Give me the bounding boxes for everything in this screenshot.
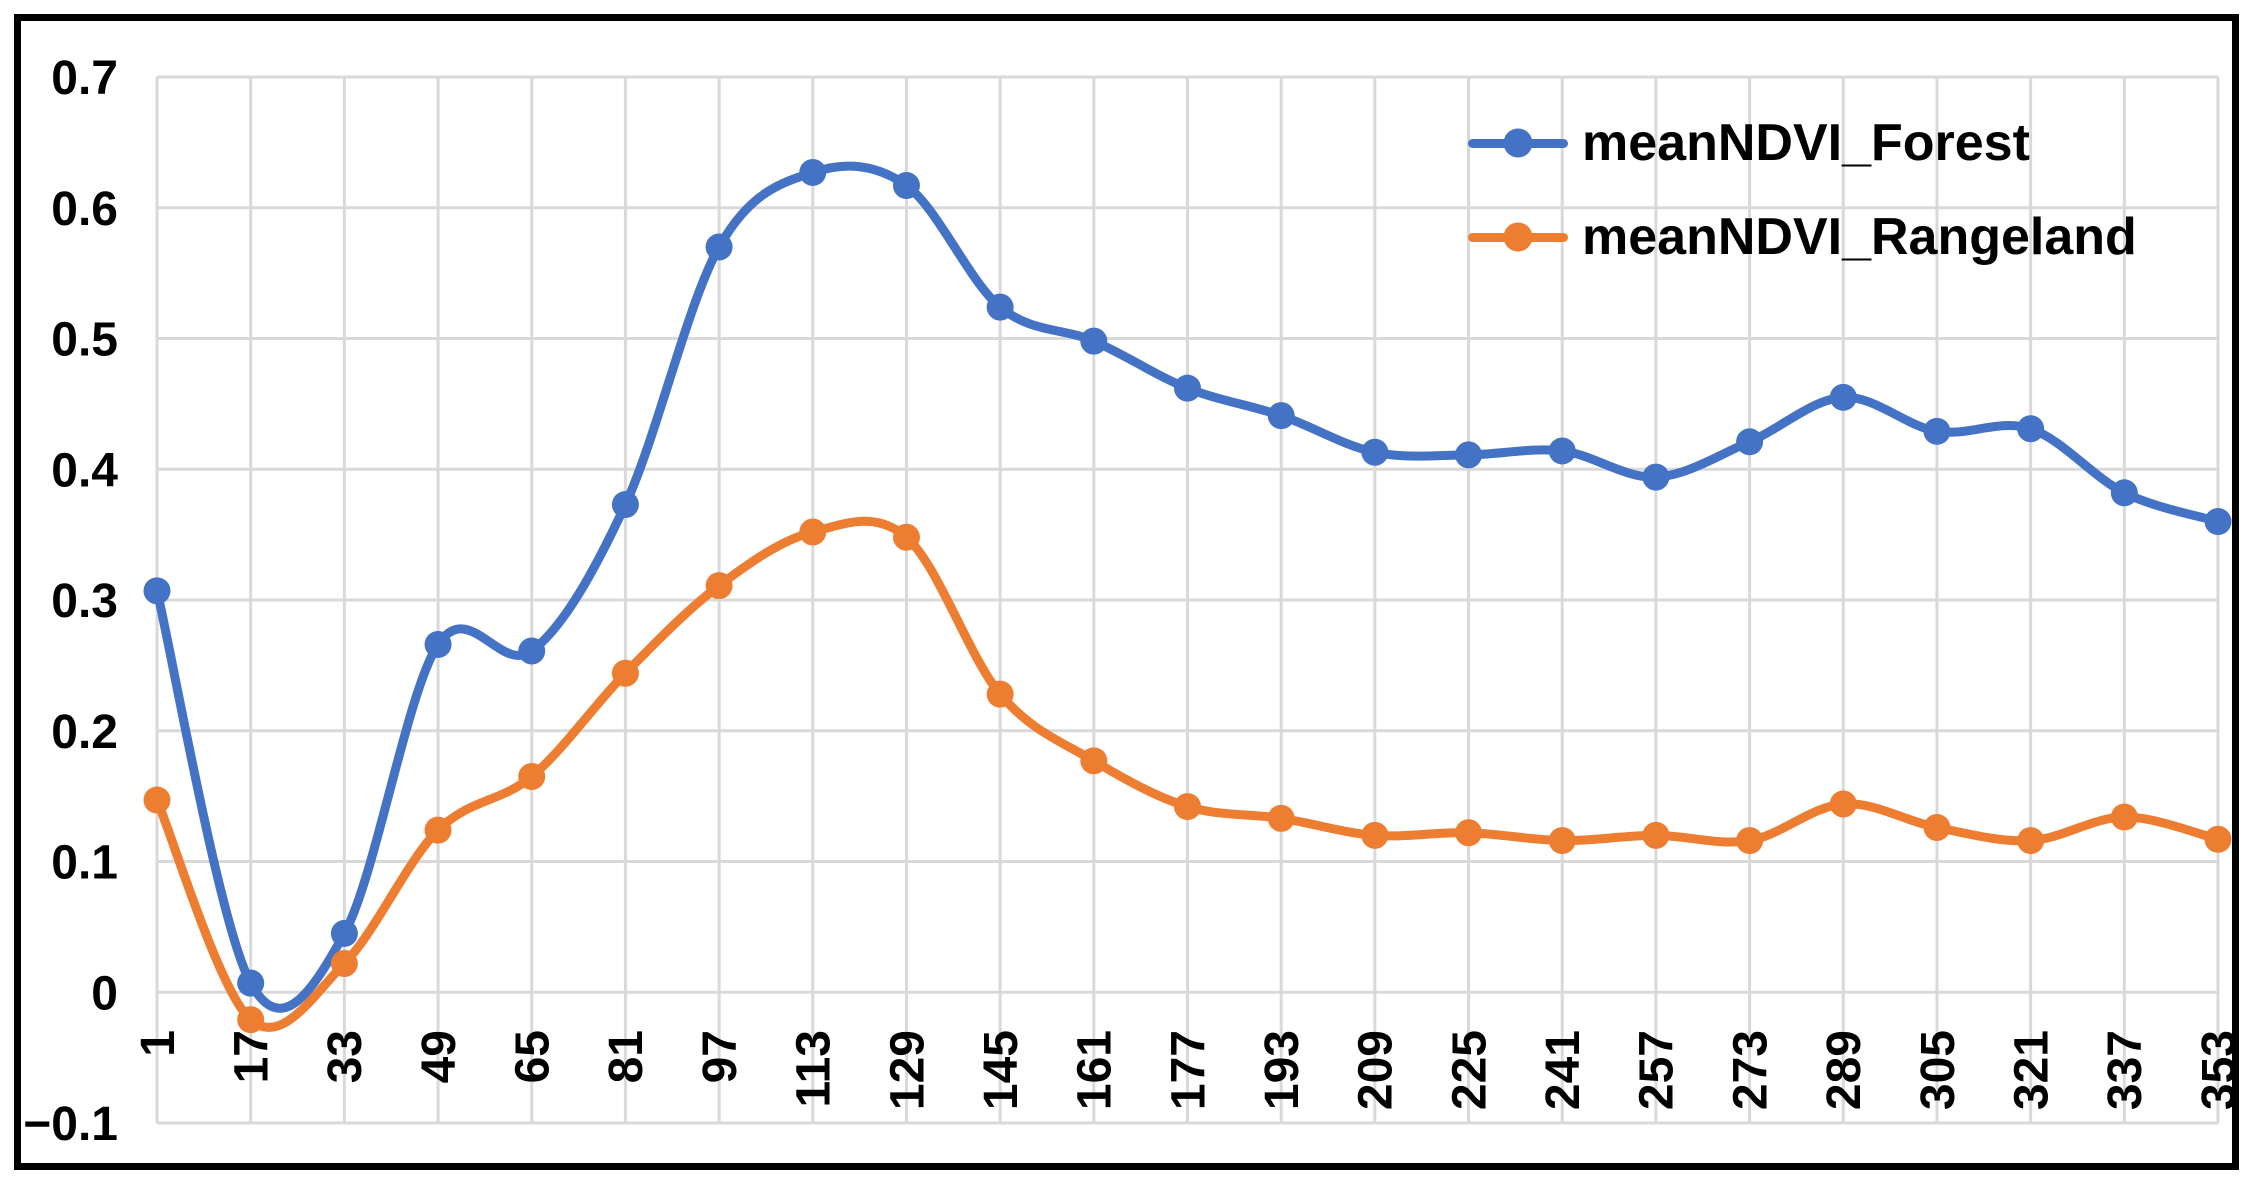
x-tick-label: 193 [1256, 1030, 1309, 1110]
forest-data-point [518, 637, 546, 665]
forest-data-point [611, 491, 639, 519]
forest-dot-icon [1503, 128, 1533, 158]
forest-data-point [1548, 437, 1576, 465]
forest-data-point [330, 919, 358, 947]
rangeland-data-point [1080, 747, 1108, 775]
chart-legend: meanNDVI_Forest meanNDVI_Rangeland [1468, 111, 2137, 269]
forest-data-point [424, 630, 452, 658]
forest-data-point [143, 577, 171, 605]
rangeland-data-point [2204, 825, 2232, 853]
forest-data-point [986, 293, 1014, 321]
rangeland-data-point [518, 763, 546, 791]
rangeland-line-marker-icon [1468, 222, 1568, 252]
x-tick-label: 177 [1162, 1030, 1215, 1110]
forest-data-point [1923, 417, 1951, 445]
x-tick-label: 209 [1350, 1030, 1403, 1110]
y-tick-label: 0.7 [51, 52, 118, 105]
x-tick-label: 289 [1818, 1030, 1871, 1110]
rangeland-data-point [892, 523, 920, 551]
x-tick-label: 241 [1537, 1030, 1590, 1110]
y-tick-label: 0 [91, 967, 118, 1020]
rangeland-data-point [1829, 790, 1857, 818]
y-tick-label: −0.1 [23, 1098, 118, 1151]
y-tick-label: 0.4 [51, 444, 118, 497]
rangeland-data-point [237, 1006, 265, 1034]
forest-data-point [1455, 441, 1483, 469]
rangeland-data-point [611, 659, 639, 687]
y-tick-label: 0.6 [51, 183, 118, 236]
x-tick-label: 17 [225, 1030, 278, 1083]
forest-data-point [2017, 415, 2045, 443]
rangeland-data-point [1174, 793, 1201, 821]
y-tick-label: 0.1 [51, 837, 118, 890]
legend-label-forest: meanNDVI_Forest [1582, 114, 2030, 172]
legend-item-forest: meanNDVI_Forest [1468, 111, 2137, 175]
x-tick-label: 33 [319, 1030, 372, 1083]
y-tick-label: 0.3 [51, 575, 118, 628]
forest-data-point [1080, 327, 1108, 355]
y-tick-label: 0.5 [51, 314, 118, 367]
forest-data-point [1829, 383, 1857, 411]
forest-line-marker-icon [1468, 128, 1568, 158]
rangeland-data-point [799, 518, 827, 546]
rangeland-data-point [705, 572, 733, 600]
forest-data-point [1174, 374, 1201, 402]
y-tick-label: 0.2 [51, 706, 118, 759]
x-tick-label: 1 [132, 1030, 185, 1057]
x-tick-label: 273 [1724, 1030, 1777, 1110]
rangeland-data-point [986, 680, 1014, 708]
rangeland-data-point [2017, 827, 2045, 855]
forest-data-point [2110, 479, 2138, 507]
forest-data-point [2204, 508, 2232, 536]
forest-data-point [799, 158, 827, 186]
x-tick-label: 49 [413, 1030, 466, 1083]
forest-data-point [1642, 463, 1670, 491]
forest-data-point [892, 172, 920, 200]
x-tick-label: 81 [600, 1030, 653, 1083]
forest-data-point [705, 233, 733, 261]
rangeland-data-point [143, 786, 171, 814]
forest-data-point [1361, 438, 1389, 466]
x-tick-label: 353 [2193, 1030, 2246, 1110]
x-tick-label: 225 [1443, 1030, 1496, 1110]
x-tick-label: 161 [1069, 1030, 1122, 1110]
rangeland-data-point [1736, 827, 1764, 855]
rangeland-data-point [2110, 803, 2138, 831]
x-tick-label: 113 [788, 1030, 841, 1107]
rangeland-data-point [1267, 804, 1295, 832]
x-tick-label: 321 [2005, 1030, 2058, 1110]
rangeland-dot-icon [1503, 222, 1533, 252]
x-tick-label: 129 [881, 1030, 934, 1110]
legend-item-rangeland: meanNDVI_Rangeland [1468, 205, 2137, 269]
x-tick-label: 145 [975, 1030, 1028, 1110]
forest-data-point [1736, 428, 1764, 456]
rangeland-data-point [1548, 827, 1576, 855]
rangeland-data-point [1642, 821, 1670, 849]
rangeland-data-point [1361, 821, 1389, 849]
legend-label-rangeland: meanNDVI_Rangeland [1582, 208, 2137, 266]
forest-data-point [1267, 402, 1295, 430]
x-tick-label: 97 [694, 1030, 747, 1083]
rangeland-data-point [1455, 819, 1483, 847]
rangeland-data-point [424, 816, 452, 844]
x-tick-label: 65 [507, 1030, 560, 1083]
x-tick-label: 337 [2099, 1030, 2152, 1110]
x-tick-label: 305 [1912, 1030, 1965, 1110]
x-tick-label: 257 [1631, 1030, 1684, 1110]
rangeland-data-point [330, 949, 358, 977]
rangeland-data-point [1923, 814, 1951, 842]
forest-data-point [237, 969, 265, 997]
